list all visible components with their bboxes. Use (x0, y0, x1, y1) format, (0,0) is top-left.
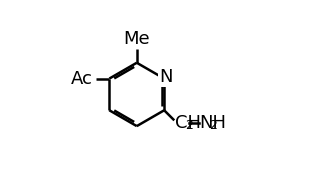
Text: N: N (159, 68, 173, 86)
Text: Me: Me (124, 30, 150, 48)
Text: NH: NH (200, 114, 226, 131)
Text: Ac: Ac (71, 70, 93, 88)
Text: 2: 2 (185, 119, 193, 132)
Text: 2: 2 (209, 119, 217, 132)
Text: CH: CH (175, 114, 201, 131)
